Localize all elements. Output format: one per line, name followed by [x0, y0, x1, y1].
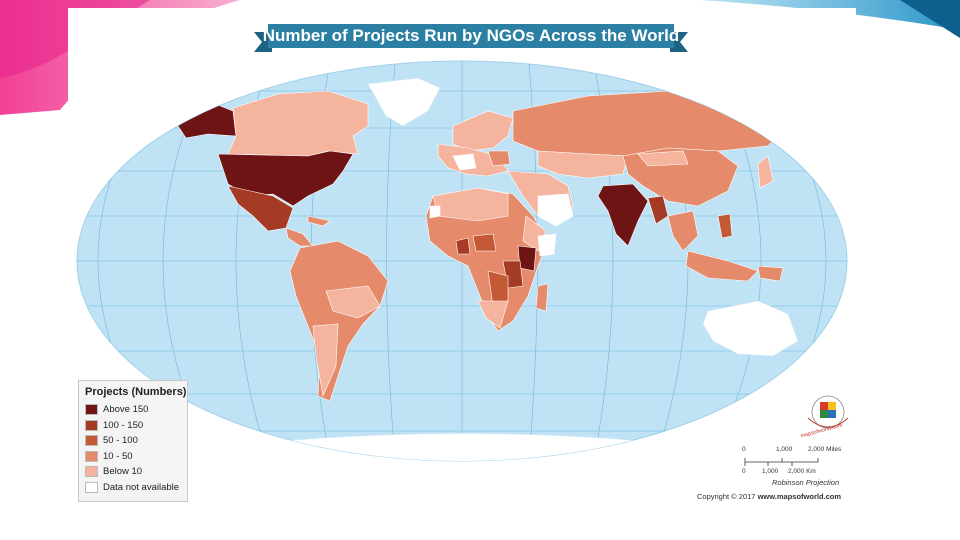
scale-miles-2000: 2,000 Miles — [808, 446, 842, 453]
legend-item: 10 - 50 — [85, 449, 181, 465]
indonesia — [685, 250, 759, 282]
legend-label: Data not available — [103, 481, 180, 493]
copyright-text: Copyright © 2017 — [697, 492, 756, 501]
title-banner: Number of Projects Run by NGOs Across th… — [254, 24, 688, 52]
legend-label: 10 - 50 — [103, 450, 133, 462]
legend-item: Above 150 — [85, 402, 181, 418]
scale-miles-0: 0 — [742, 446, 746, 453]
africa — [425, 187, 549, 332]
mapsofworld-logo — [807, 395, 849, 429]
scale-miles-1000: 1,000 — [776, 446, 793, 453]
somalia — [537, 233, 557, 257]
kenya — [517, 245, 537, 272]
copyright: Copyright © 2017 www.mapsofworld.com — [697, 492, 841, 501]
title-ribbon — [268, 24, 674, 48]
legend-label: 50 - 100 — [103, 435, 138, 447]
scale-bar: 0 1,000 2,000 Miles 0 1,000 2,000 Km — [742, 446, 852, 480]
legend-swatch — [85, 435, 98, 447]
blue-corner-shape — [700, 0, 960, 30]
projection-label: Robinson Projection — [772, 478, 840, 487]
mexico — [227, 185, 294, 232]
scale-line — [744, 458, 819, 466]
map-title: Number of Projects Run by NGOs Across th… — [263, 26, 680, 45]
india — [597, 183, 649, 247]
nigeria — [472, 233, 497, 252]
legend-swatch — [85, 404, 98, 416]
greenland — [367, 77, 441, 127]
south-america — [289, 240, 389, 402]
scale-km-1000: 1,000 — [762, 468, 779, 475]
legend-swatch — [85, 419, 98, 431]
scale-km-0: 0 — [742, 468, 746, 475]
map-legend: Projects (Numbers) Above 150 100 - 150 5… — [78, 380, 188, 502]
legend-title: Projects (Numbers) — [85, 386, 187, 398]
legend-item: 100 - 150 — [85, 418, 181, 434]
canada — [227, 90, 369, 157]
scale-km-2000: 2,000 Km — [788, 468, 816, 475]
legend-label: Above 150 — [103, 404, 149, 416]
scandinavia — [452, 110, 514, 152]
legend-swatch — [85, 481, 98, 493]
arabian-peninsula — [537, 193, 574, 227]
legend-label: 100 - 150 — [103, 419, 144, 431]
legend-item: Below 10 — [85, 464, 181, 480]
philippines — [717, 213, 733, 239]
legend-swatch — [85, 466, 98, 478]
legend-item: 50 - 100 — [85, 433, 181, 449]
copyright-site: www.mapsofworld.com — [757, 492, 842, 501]
legend-swatch — [85, 450, 98, 462]
legend-label: Below 10 — [103, 466, 143, 478]
world-map — [76, 60, 848, 462]
legend-item: Data not available — [85, 480, 181, 496]
australia — [702, 300, 799, 357]
